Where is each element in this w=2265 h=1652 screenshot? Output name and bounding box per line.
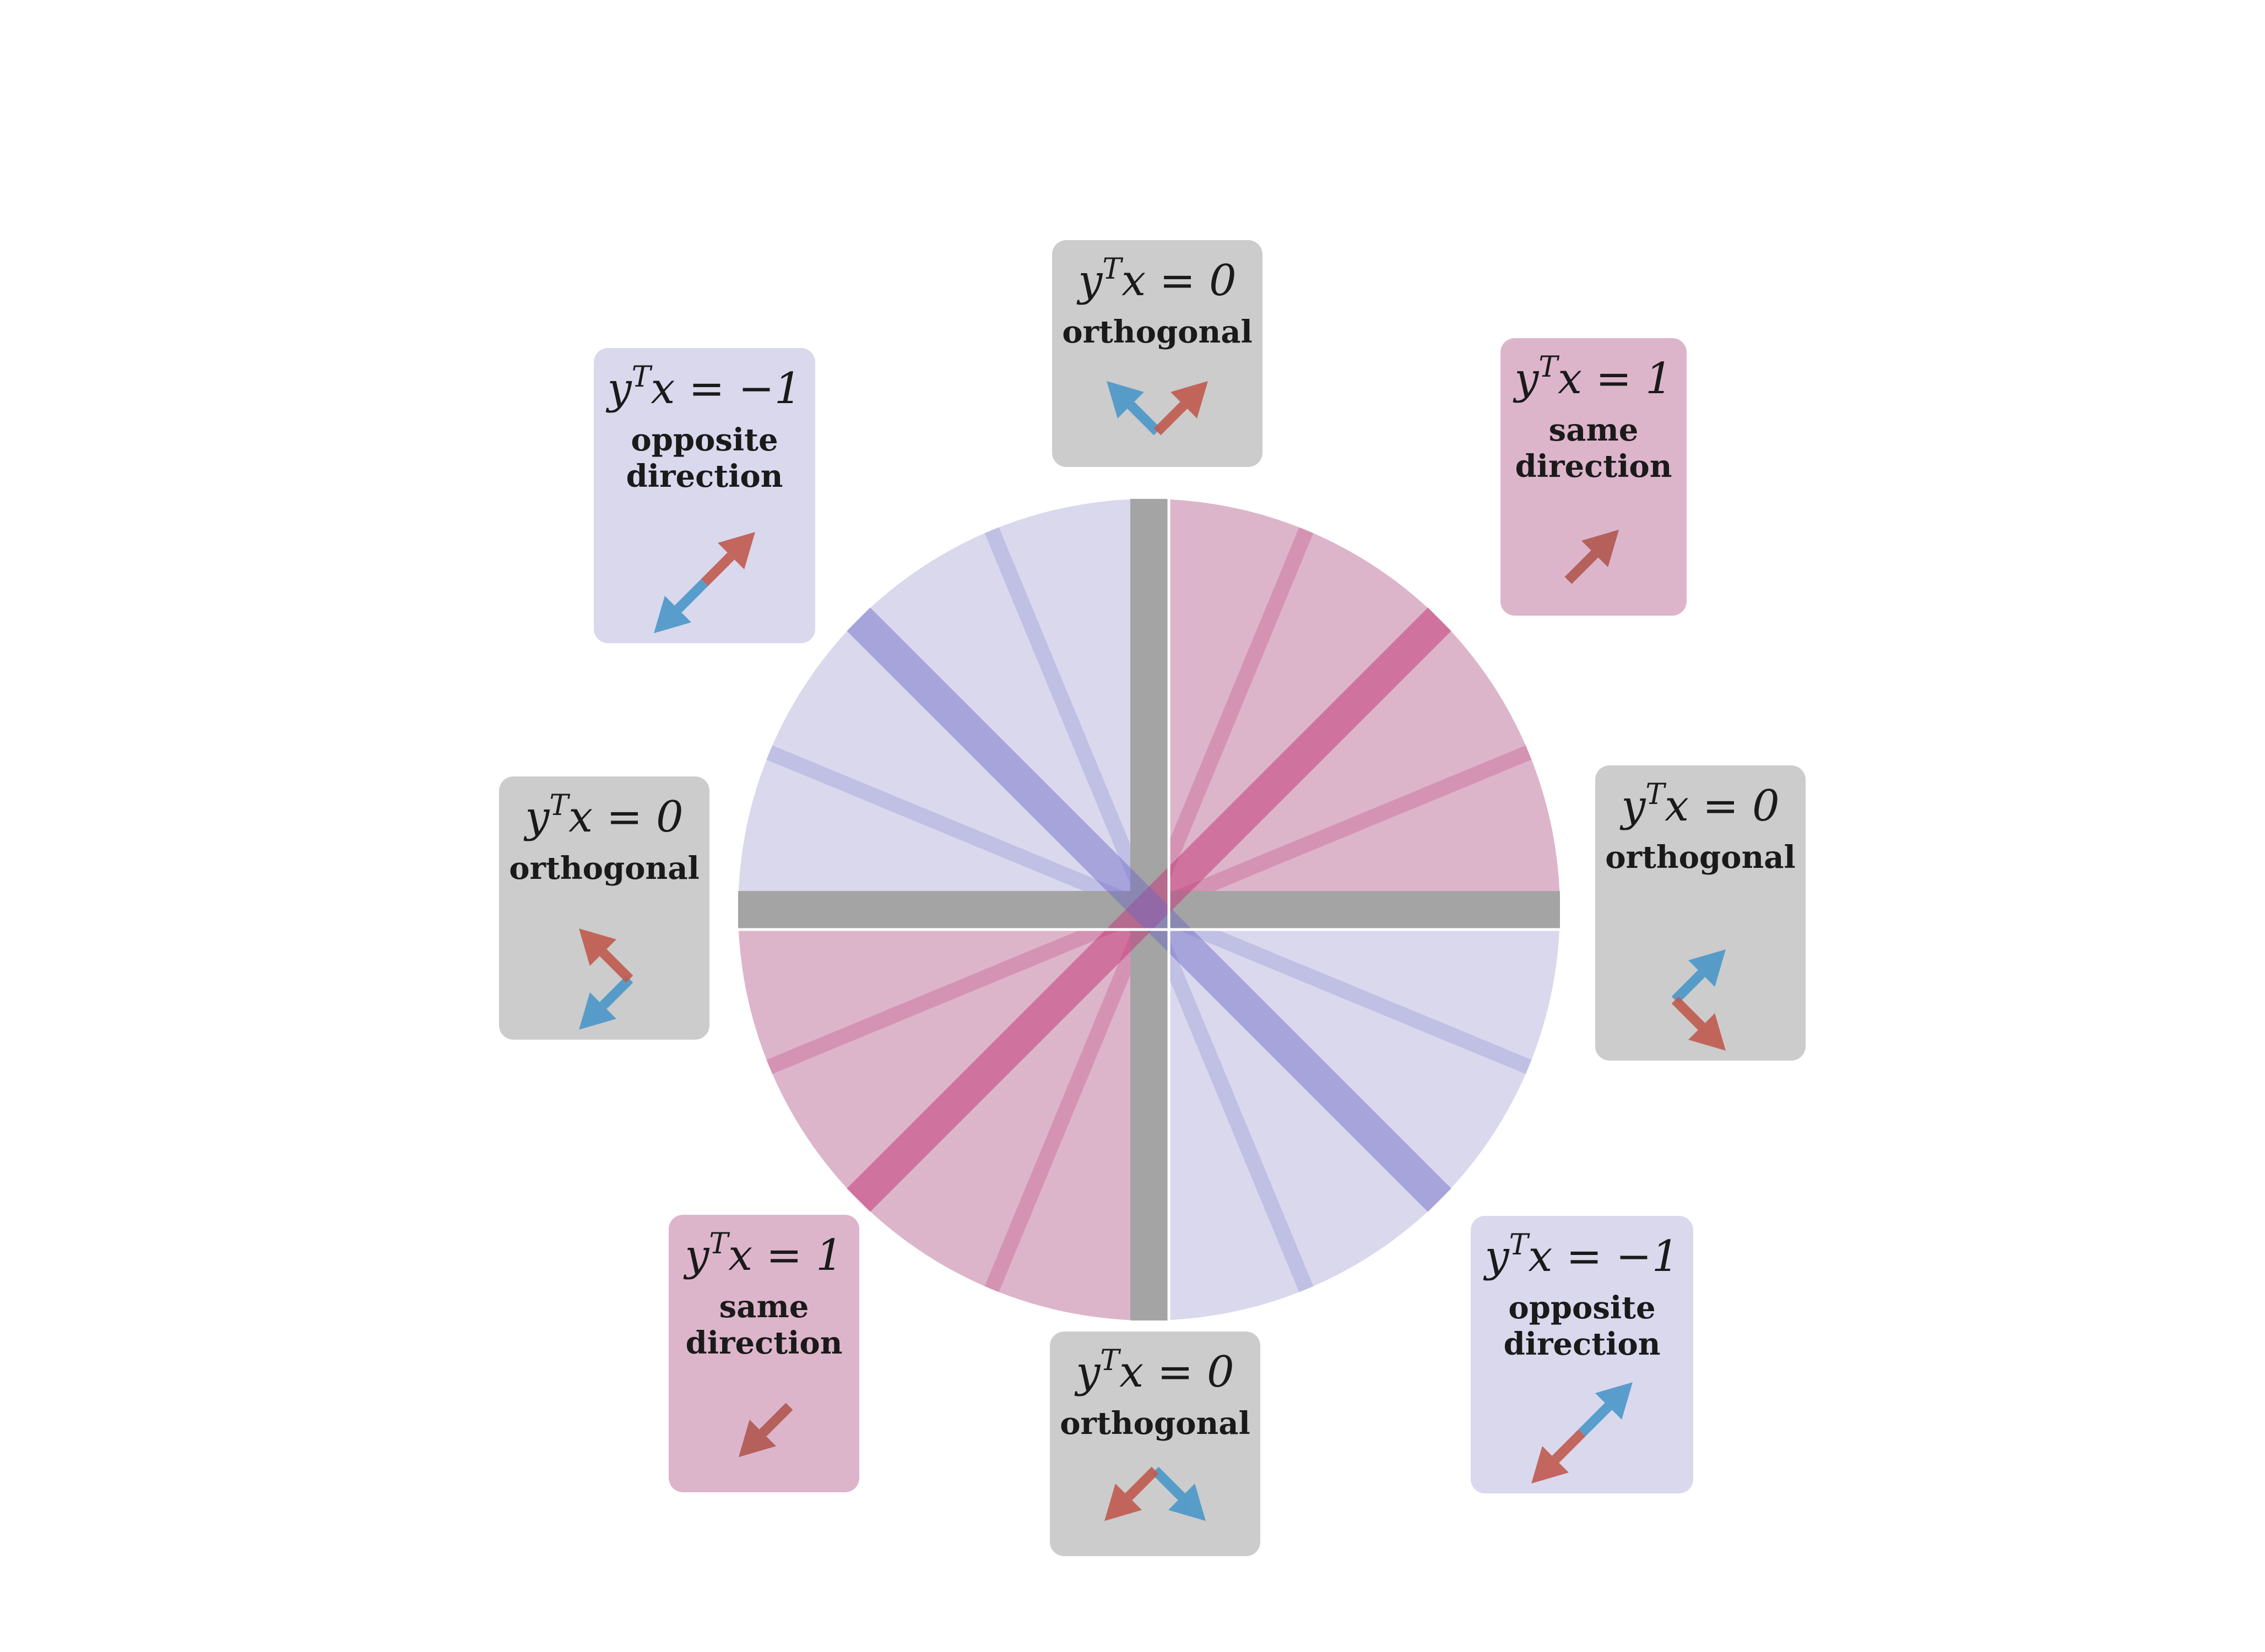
red-arrow-icon <box>701 532 755 586</box>
red-arrow-icon <box>1153 381 1208 436</box>
blue-arrow-icon <box>654 579 708 633</box>
card-right: yTx = 0 orthogonal <box>1595 765 1806 1061</box>
card-label-line-2: direction <box>1504 1326 1661 1362</box>
card-background <box>669 1215 859 1492</box>
card-background <box>1052 240 1262 467</box>
card-label-line-1: same <box>719 1289 809 1325</box>
red-arrow-icon <box>1104 1466 1159 1521</box>
card-bottom: yTx = 0 orthogonal <box>1050 1332 1260 1556</box>
card-background <box>1050 1332 1260 1556</box>
card-label-line-1: orthogonal <box>1062 314 1253 350</box>
card-formula: yTx = 0 <box>1074 1344 1234 1397</box>
blue-arrow-icon <box>1578 1382 1633 1437</box>
card-formula: yTx = 0 <box>1619 778 1779 831</box>
red-arrow-icon <box>579 928 633 983</box>
red-arrow-icon <box>1564 530 1619 584</box>
quadrant-opposite-bottom-right <box>1149 910 1560 1320</box>
card-formula: yTx = 1 <box>1513 351 1672 404</box>
red-arrow-icon <box>1671 996 1726 1051</box>
red-arrow-icon <box>1531 1429 1586 1483</box>
direction-rays <box>738 499 1560 1320</box>
card-label-line-2: direction <box>626 458 783 494</box>
card-formula: yTx = 1 <box>683 1227 843 1280</box>
card-label-line-2: direction <box>1515 448 1672 485</box>
direction-wheel <box>738 499 1560 1320</box>
card-formula: yTx = −1 <box>1483 1229 1679 1281</box>
card-background <box>499 776 709 1040</box>
ray-blue-main-135 <box>847 607 1451 1212</box>
card-label-line-1: opposite <box>1508 1290 1655 1326</box>
quadrant-opposite-top-left <box>738 499 1149 910</box>
card-background <box>594 348 815 643</box>
card-label-line-2: direction <box>686 1325 843 1361</box>
card-label-line-1: orthogonal <box>1605 839 1796 876</box>
card-background <box>1595 765 1806 1061</box>
card-label-line-1: orthogonal <box>509 850 700 887</box>
blue-arrow-icon <box>1107 381 1161 436</box>
card-formula: yTx = −1 <box>606 361 802 414</box>
card-label-line-1: orthogonal <box>1060 1405 1250 1442</box>
card-label-line-1: same <box>1549 412 1639 448</box>
card-top: yTx = 0 orthogonal <box>1052 240 1262 467</box>
red-arrow-icon <box>739 1403 793 1457</box>
blue-arrow-icon <box>579 975 633 1030</box>
card-left: yTx = 0 orthogonal <box>499 776 709 1040</box>
card-background <box>1471 1216 1693 1493</box>
ray-pink-main-45 <box>847 607 1451 1212</box>
card-label-line-1: opposite <box>631 422 778 458</box>
card-background <box>1500 338 1687 616</box>
blue-arrow-icon <box>1151 1466 1206 1521</box>
blue-arrow-icon <box>1671 949 1726 1004</box>
card-formula: yTx = 0 <box>1076 253 1236 306</box>
card-formula: yTx = 0 <box>523 789 683 842</box>
